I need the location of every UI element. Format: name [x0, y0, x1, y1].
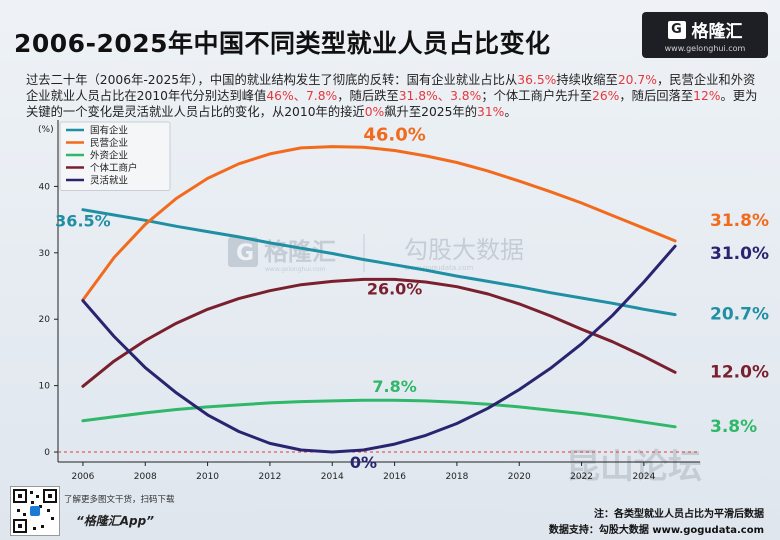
x-tick-label: 2024 — [632, 472, 655, 482]
description-highlight: 31% — [477, 105, 505, 119]
description-highlight: 12% — [693, 89, 721, 103]
description-highlight: 46%、7.8% — [266, 89, 338, 103]
series-line-0 — [81, 208, 677, 317]
x-tick-label: 2006 — [71, 472, 94, 482]
watermark-g-letter: G — [236, 241, 254, 266]
app-name: “格隆汇App” — [76, 514, 154, 528]
x-tick-label: 2010 — [196, 472, 219, 482]
x-tick-label: 2012 — [258, 472, 281, 482]
page-title: 2006-2025年中国不同类型就业人员占比变化 — [14, 29, 551, 58]
description-text: ，民营企业和外资企业就业人员占比在2010年代分别达到峰值 — [26, 73, 756, 103]
legend-label-1: 民营企业 — [90, 137, 128, 149]
legend-label-0: 国有企业 — [90, 125, 128, 137]
y-tick-label: 40 — [39, 182, 51, 192]
x-tick-label: 2016 — [383, 472, 406, 482]
description-highlight: 26% — [592, 89, 620, 103]
brand-logo[interactable]: G 格隆汇 www.gelonghui.com — [642, 12, 768, 58]
series-line-1 — [81, 145, 677, 302]
watermark-partner: 勾股大数据 — [404, 236, 524, 264]
end-label-1: 31.8% — [710, 211, 769, 231]
y-tick-label: 30 — [39, 249, 51, 259]
qr-code[interactable] — [10, 486, 60, 536]
description-highlight: 31.8%、3.8% — [398, 89, 482, 103]
legend-label-4: 灵活就业 — [90, 175, 128, 187]
end-label-0: 20.7% — [710, 305, 769, 325]
description-paragraph: 过去二十年（2006年-2025年），中国的就业结构发生了彻底的反转：国有企业就… — [26, 72, 766, 120]
series-line-4 — [81, 244, 677, 454]
description-highlight: 0% — [364, 105, 385, 119]
y-tick-label: 0 — [44, 448, 50, 458]
brand-name: G 格隆汇 — [667, 17, 743, 42]
description-text: ，随后回落至 — [619, 89, 694, 103]
peak-label-1: 46.0% — [363, 125, 425, 146]
peak-label-4: 0% — [350, 453, 377, 472]
qr-note: 了解更多图文干货，扫码下载 — [64, 495, 175, 505]
data-source: 数据支持：勾股大数据 www.gogudata.com — [548, 525, 764, 536]
description-text: ，随后跌至 — [337, 89, 399, 103]
x-tick-label: 2008 — [134, 472, 157, 482]
x-tick-label: 2020 — [508, 472, 531, 482]
qr-code-icon — [13, 489, 57, 533]
description-text: 。 — [504, 105, 517, 119]
description-highlight: 36.5% — [517, 73, 557, 87]
legend-label-3: 个体工商户 — [90, 162, 138, 174]
watermark-brand-url: www.gelonghui.com — [265, 266, 326, 273]
end-label-4: 31.0% — [710, 244, 769, 264]
brand-g-icon: G — [667, 20, 686, 39]
watermark: G 格隆汇 www.gelonghui.com 勾股大数据 www.goguda… — [228, 234, 702, 487]
peak-label-0: 36.5% — [55, 212, 111, 231]
watermark-g-icon — [228, 237, 258, 267]
chart-note: 注：各类型就业人员占比为平滑后数据 — [594, 509, 764, 520]
end-label-2: 3.8% — [710, 417, 757, 437]
x-tick-label: 2022 — [570, 472, 593, 482]
x-tick-label: 2018 — [445, 472, 468, 482]
y-tick-label: 10 — [39, 382, 51, 392]
description-text: ；个体工商户先升至 — [481, 89, 593, 103]
watermark-partner-url: www.gogudata.com — [404, 264, 473, 272]
description-text: 飙升至2025年的 — [384, 105, 478, 119]
brand-url: www.gelonghui.com — [664, 44, 746, 53]
legend-box — [59, 121, 171, 191]
peak-label-3: 26.0% — [367, 279, 423, 298]
peak-label-2: 7.8% — [372, 377, 416, 396]
description-text: 持续收缩至 — [556, 73, 618, 87]
brand-name-text: 格隆汇 — [691, 22, 743, 42]
legend-label-2: 外资企业 — [90, 150, 128, 162]
series-line-2 — [81, 398, 677, 429]
description-text: 过去二十年（2006年-2025年），中国的就业结构发生了彻底的反转：国有企业就… — [26, 73, 518, 87]
y-axis-unit: (%) — [38, 125, 54, 135]
end-label-3: 12.0% — [710, 362, 769, 382]
y-tick-label: 20 — [39, 315, 51, 325]
description-text: 。更为关键的一个变化是灵活就业人员占比的变化，从2010年的接近 — [26, 89, 758, 119]
description-highlight: 20.7% — [617, 73, 657, 87]
series-line-3 — [81, 277, 677, 388]
watermark-forum: 昆山论坛 — [566, 447, 702, 487]
x-tick-label: 2014 — [321, 472, 344, 482]
